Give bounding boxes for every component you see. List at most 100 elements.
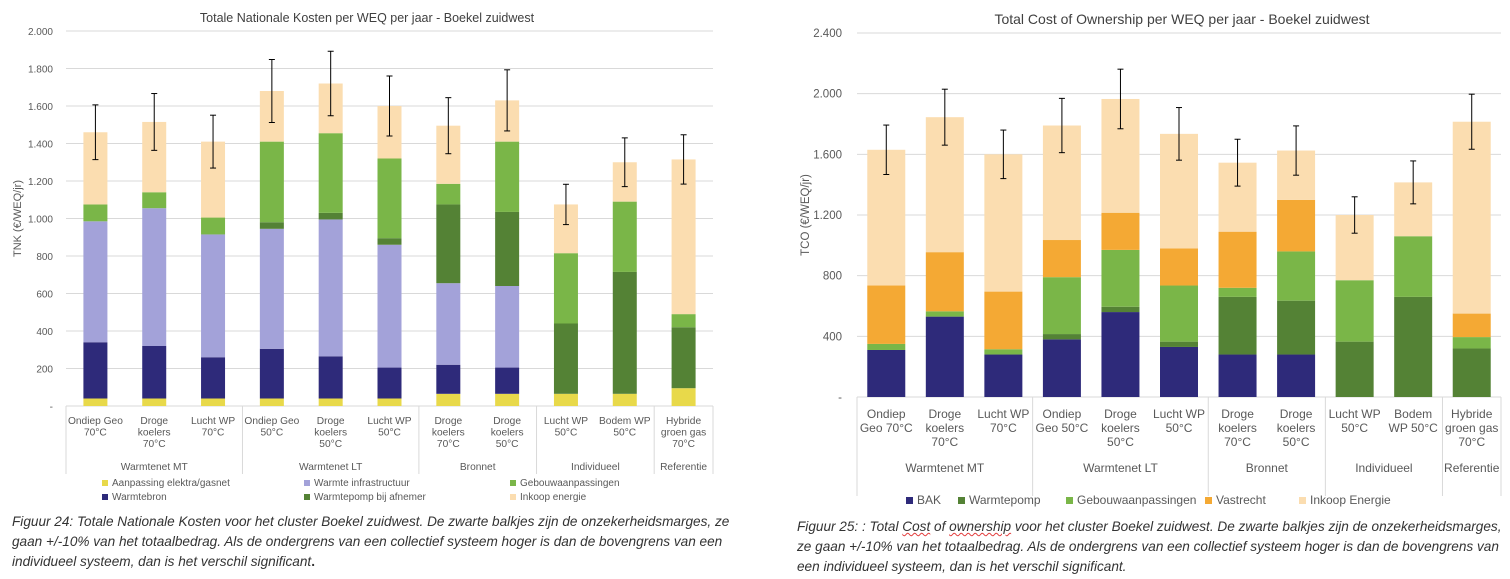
bar-segment: [1042, 240, 1081, 278]
bar-segment: [1042, 339, 1081, 397]
bar-segment: [436, 283, 461, 365]
legend-label: Gebouwaanpassingen: [1077, 493, 1196, 507]
x-category-label: 70°C: [1458, 435, 1485, 449]
x-category-label: Droge: [317, 416, 345, 427]
x-category-label: groen gas: [661, 428, 706, 439]
bar-segment: [1218, 296, 1257, 355]
bar-segment: [436, 183, 461, 205]
bar-segment: [671, 159, 696, 315]
bar-segment: [318, 219, 343, 357]
y-tick-label: 200: [36, 365, 53, 376]
x-group-label: Warmtenet LT: [299, 462, 362, 473]
bar-segment: [377, 158, 402, 239]
bar-segment: [1101, 306, 1140, 313]
bar-segment: [259, 348, 284, 399]
bar-segment: [377, 238, 402, 245]
legend-label: Inkoop energie: [520, 492, 587, 503]
bar-segment: [495, 141, 520, 212]
x-category-label: Droge: [928, 407, 961, 421]
caption-text-1: Figuur 25: : Total: [797, 519, 903, 534]
x-category-label: 70°C: [1224, 435, 1251, 449]
bar-segment: [553, 393, 578, 406]
bar-segment: [83, 342, 108, 399]
bar-segment: [377, 367, 402, 399]
legend-swatch: [102, 494, 108, 500]
bar-segment: [1452, 348, 1491, 397]
x-group-label: Warmtenet MT: [121, 462, 188, 473]
x-category-label: Droge: [140, 416, 168, 427]
x-category-label: Lucht WP: [1153, 407, 1205, 421]
bar-segment: [867, 349, 906, 397]
x-group-label: Warmtenet LT: [1083, 461, 1158, 475]
bar-segment: [1452, 337, 1491, 349]
bar-segment: [1277, 354, 1316, 397]
y-tick-label: 400: [36, 327, 53, 338]
bar-segment: [495, 286, 520, 368]
legend-swatch: [102, 480, 108, 486]
x-category-label: Ondiep: [867, 407, 906, 421]
bar-segment: [867, 343, 906, 350]
bar-segment: [1335, 280, 1374, 342]
bar-segment: [83, 398, 108, 406]
bar-segment: [259, 398, 284, 406]
bar-segment: [671, 327, 696, 389]
y-tick-label: 800: [36, 252, 53, 263]
bar-segment: [201, 234, 226, 358]
x-category-label: Hybride: [666, 416, 701, 427]
y-tick-label: 1.600: [28, 102, 53, 113]
bar-segment: [1335, 341, 1374, 397]
caption-word-cost: Cost: [902, 519, 931, 534]
x-category-label: Geo 50°C: [1035, 421, 1088, 435]
caption-end: .: [311, 554, 315, 569]
x-category-label: 50°C: [1107, 435, 1134, 449]
x-category-label: koelers: [1218, 421, 1257, 435]
x-category-label: 70°C: [84, 428, 107, 439]
bar-segment: [925, 316, 964, 397]
x-category-label: 70°C: [672, 439, 695, 450]
legend-label: Warmtepomp: [969, 493, 1041, 507]
x-category-label: 50°C: [1166, 421, 1193, 435]
legend-swatch: [510, 494, 516, 500]
tco-chart: Total Cost of Ownership per WEQ per jaar…: [800, 11, 1502, 507]
legend-swatch: [510, 480, 516, 486]
y-tick-label: 1.400: [28, 140, 53, 151]
x-category-label: koelers: [1101, 421, 1140, 435]
bar-segment: [1160, 341, 1198, 347]
x-category-label: koelers: [432, 428, 465, 439]
x-category-label: 50°C: [260, 428, 283, 439]
x-category-label: Droge: [1280, 407, 1313, 421]
x-group-label: Referentie: [1444, 461, 1500, 475]
bar-segment: [142, 208, 167, 346]
legend-label: BAK: [917, 493, 941, 507]
legend-label: Aanpassing elektra/gasnet: [112, 478, 230, 489]
x-category-label: Lucht WP: [1329, 407, 1381, 421]
bar-segment: [318, 212, 343, 220]
bar-segment: [259, 222, 284, 229]
bar-segment: [1101, 312, 1140, 397]
bar-segment: [984, 354, 1023, 397]
chart-title: Totale Nationale Kosten per WEQ per jaar…: [200, 11, 535, 25]
bar-segment: [1042, 334, 1081, 340]
x-category-label: Lucht WP: [977, 407, 1029, 421]
bar-segment: [1452, 121, 1491, 314]
bar-segment: [1394, 236, 1433, 297]
x-group-label: Warmtenet MT: [905, 461, 985, 475]
bar-segment: [612, 201, 637, 272]
legend-label: Warmte infrastructuur: [314, 478, 410, 489]
x-category-label: 70°C: [143, 439, 166, 450]
bar-segment: [318, 398, 343, 406]
x-category-label: Lucht WP: [367, 416, 411, 427]
x-group-label: Referentie: [660, 462, 707, 473]
bar-segment: [377, 398, 402, 406]
bar-segment: [495, 211, 520, 286]
x-category-label: koelers: [491, 428, 524, 439]
y-tick-label: 1.200: [28, 177, 53, 188]
bar-segment: [1277, 199, 1316, 252]
bar-segment: [142, 398, 167, 406]
x-category-label: koelers: [314, 428, 347, 439]
x-category-label: groen gas: [1445, 421, 1498, 435]
bar-segment: [612, 271, 637, 394]
x-category-label: Droge: [1221, 407, 1254, 421]
bar-segment: [318, 133, 343, 213]
bar-segment: [436, 204, 461, 284]
